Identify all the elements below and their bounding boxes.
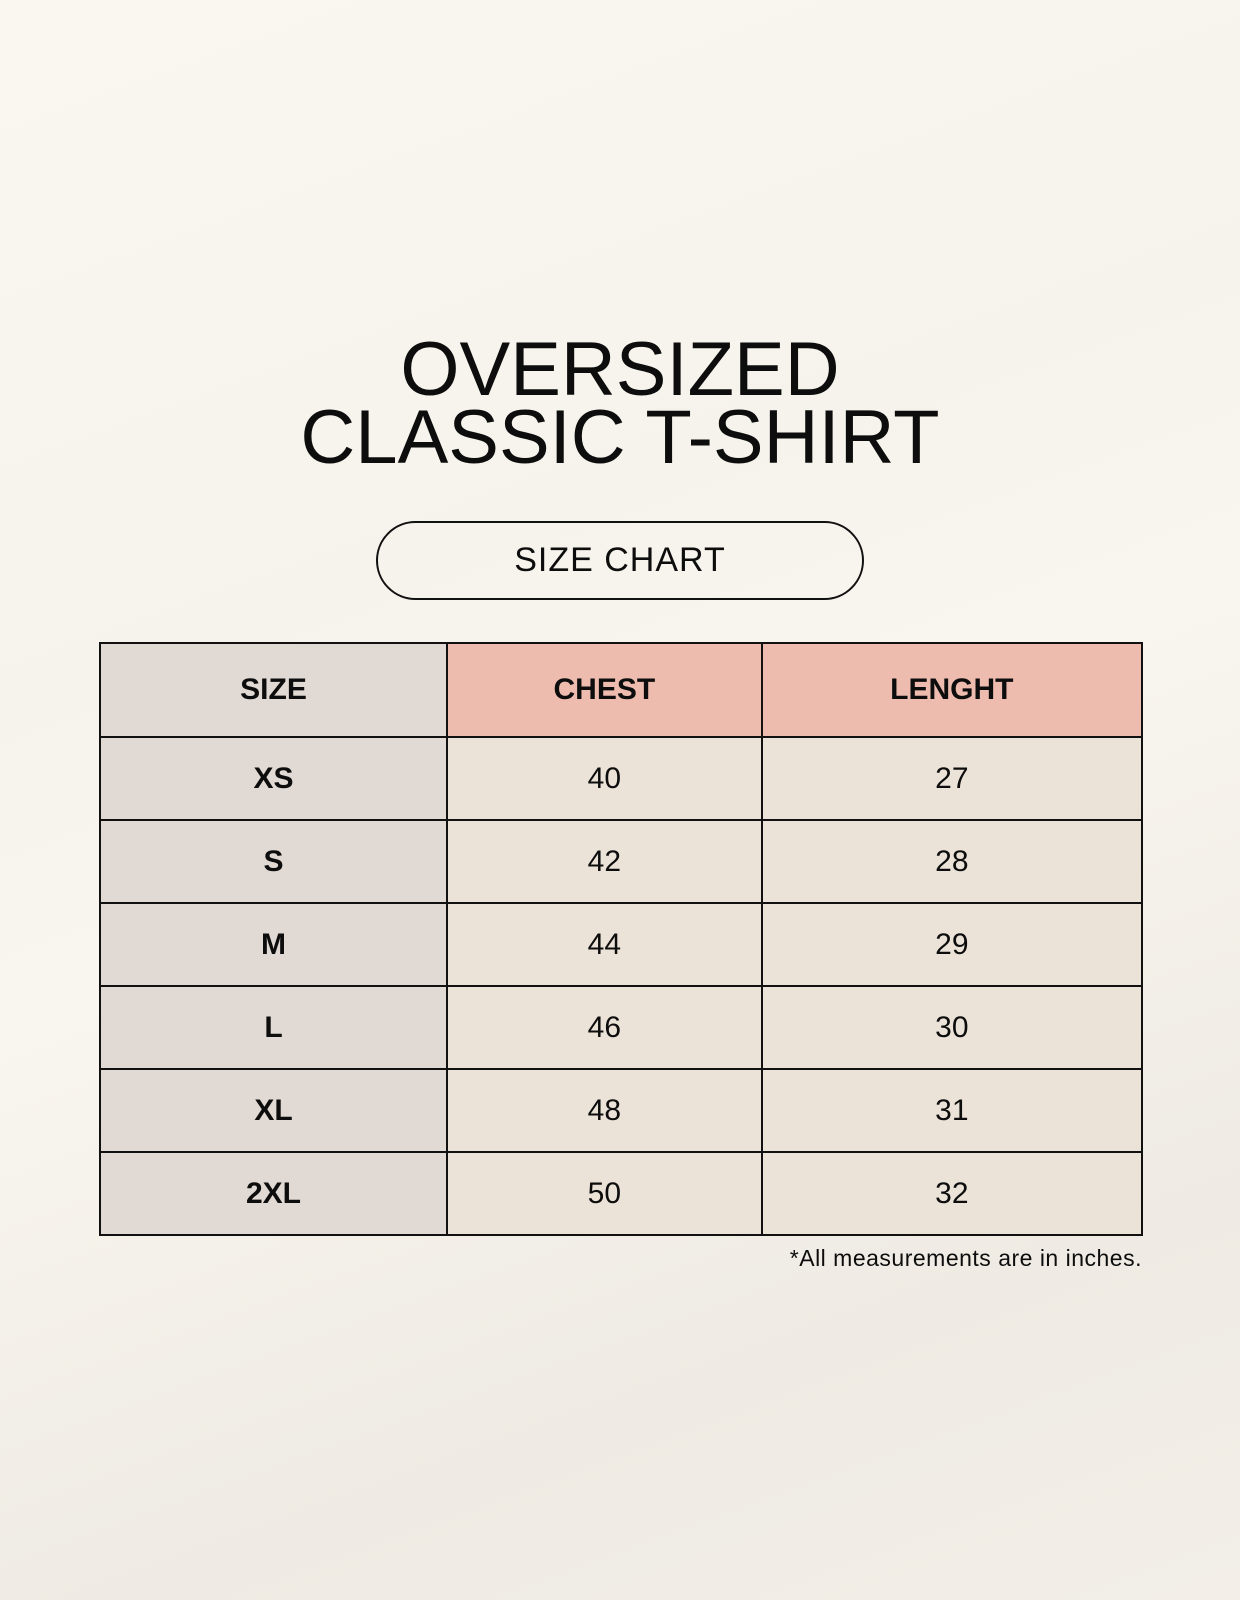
cell-size: S <box>99 819 448 904</box>
table-row: XL 48 31 <box>99 1068 1144 1153</box>
header-length: LENGHT <box>760 642 1144 738</box>
cell-chest: 42 <box>446 819 763 904</box>
size-chart-table: SIZE CHEST LENGHT XS 40 27 S 42 28 M 44 29 L 46 30 X… <box>99 642 1144 1236</box>
cell-length: 28 <box>760 819 1144 904</box>
cell-chest: 46 <box>446 985 763 1070</box>
cell-chest: 40 <box>446 736 763 821</box>
cell-size: L <box>99 985 448 1070</box>
cell-size: 2XL <box>99 1151 448 1236</box>
cell-chest: 48 <box>446 1068 763 1153</box>
table-row: XS 40 27 <box>99 736 1144 821</box>
table-row: 2XL 50 32 <box>99 1151 1144 1236</box>
table-header-row: SIZE CHEST LENGHT <box>99 642 1144 738</box>
header-chest: CHEST <box>446 642 763 738</box>
cell-chest: 50 <box>446 1151 763 1236</box>
table-row: M 44 29 <box>99 902 1144 987</box>
cell-chest: 44 <box>446 902 763 987</box>
page-title: OVERSIZED CLASSIC T-SHIRT <box>0 327 1240 480</box>
cell-length: 31 <box>760 1068 1144 1153</box>
cell-length: 29 <box>760 902 1144 987</box>
cell-length: 32 <box>760 1151 1144 1236</box>
cell-size: XL <box>99 1068 448 1153</box>
title-line-1: OVERSIZED <box>400 327 840 412</box>
table-row: S 42 28 <box>99 819 1144 904</box>
cell-length: 27 <box>760 736 1144 821</box>
footnote: *All measurements are in inches. <box>789 1245 1142 1271</box>
title-line-2: CLASSIC T-SHIRT <box>300 395 940 480</box>
cell-length: 30 <box>760 985 1144 1070</box>
cell-size: XS <box>99 736 448 821</box>
cell-size: M <box>99 902 448 987</box>
size-chart-badge: SIZE CHART <box>376 521 864 600</box>
table-row: L 46 30 <box>99 985 1144 1070</box>
header-size: SIZE <box>99 642 448 738</box>
